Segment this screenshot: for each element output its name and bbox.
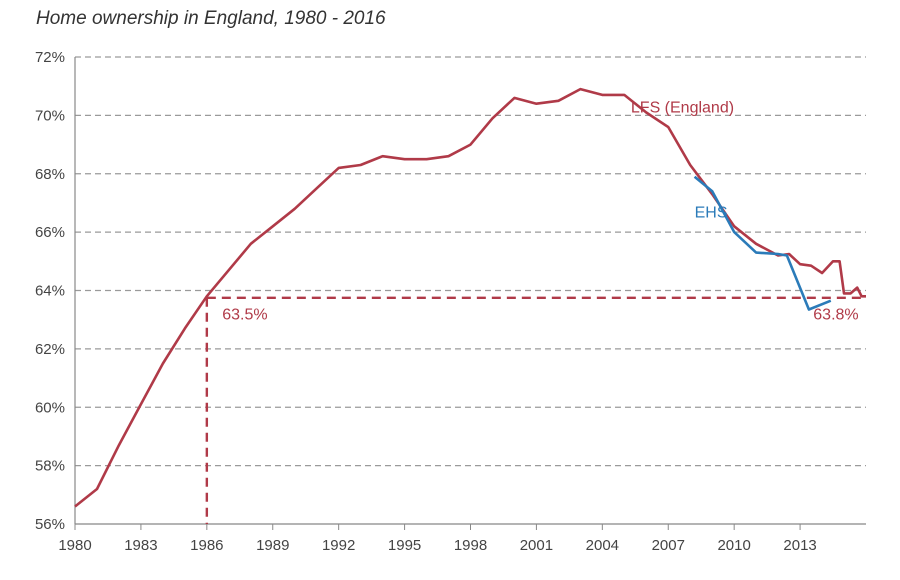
y-tick-label: 66%	[35, 224, 65, 241]
y-tick-label: 64%	[35, 283, 65, 300]
y-tick-label: 68%	[35, 166, 65, 183]
series-line-lfs-england	[74, 87, 866, 508]
x-tick-label: 1980	[58, 537, 91, 554]
x-tick-label: 1995	[388, 537, 421, 554]
y-tick-label: 58%	[35, 458, 65, 475]
y-tick-label: 72%	[35, 49, 65, 66]
x-tick-label: 1986	[190, 537, 223, 554]
x-tick-label: 2013	[783, 537, 816, 554]
y-tick-label: 56%	[35, 516, 65, 533]
grid-lines	[74, 56, 866, 525]
x-tick-label: 1992	[322, 537, 355, 554]
series-line-ehs	[693, 175, 832, 311]
reference-lines	[205, 296, 866, 524]
x-tick-label: 2001	[520, 537, 553, 554]
annotation-label: EHS	[695, 205, 728, 222]
annotation-label: 63.8%	[813, 307, 858, 324]
y-tick-label: 70%	[35, 107, 65, 124]
annotation-label: LFS (England)	[631, 99, 734, 116]
x-tick-label: 2010	[717, 537, 750, 554]
y-tick-label: 62%	[35, 341, 65, 358]
annotation-label: 63.5%	[222, 307, 267, 324]
x-tick-label: 2007	[652, 537, 685, 554]
chart-title: Home ownership in England, 1980 - 2016	[36, 8, 386, 29]
x-tick-label: 1989	[256, 537, 289, 554]
y-axis-ticks: 56% 58% 60% 62% 64% 66% 68% 70% 72%	[35, 49, 65, 533]
x-tick-label: 1983	[124, 537, 157, 554]
annotations: LFS (England) EHS 63.5% 63.8%	[222, 99, 858, 323]
x-tick-label: 1998	[454, 537, 487, 554]
data-series	[74, 87, 866, 508]
x-axis-ticks: 1980 1983 1986 1989 1992 1995 1998 2001 2004 2007…	[58, 524, 817, 554]
x-tick-label: 2004	[586, 537, 619, 554]
y-tick-label: 60%	[35, 399, 65, 416]
